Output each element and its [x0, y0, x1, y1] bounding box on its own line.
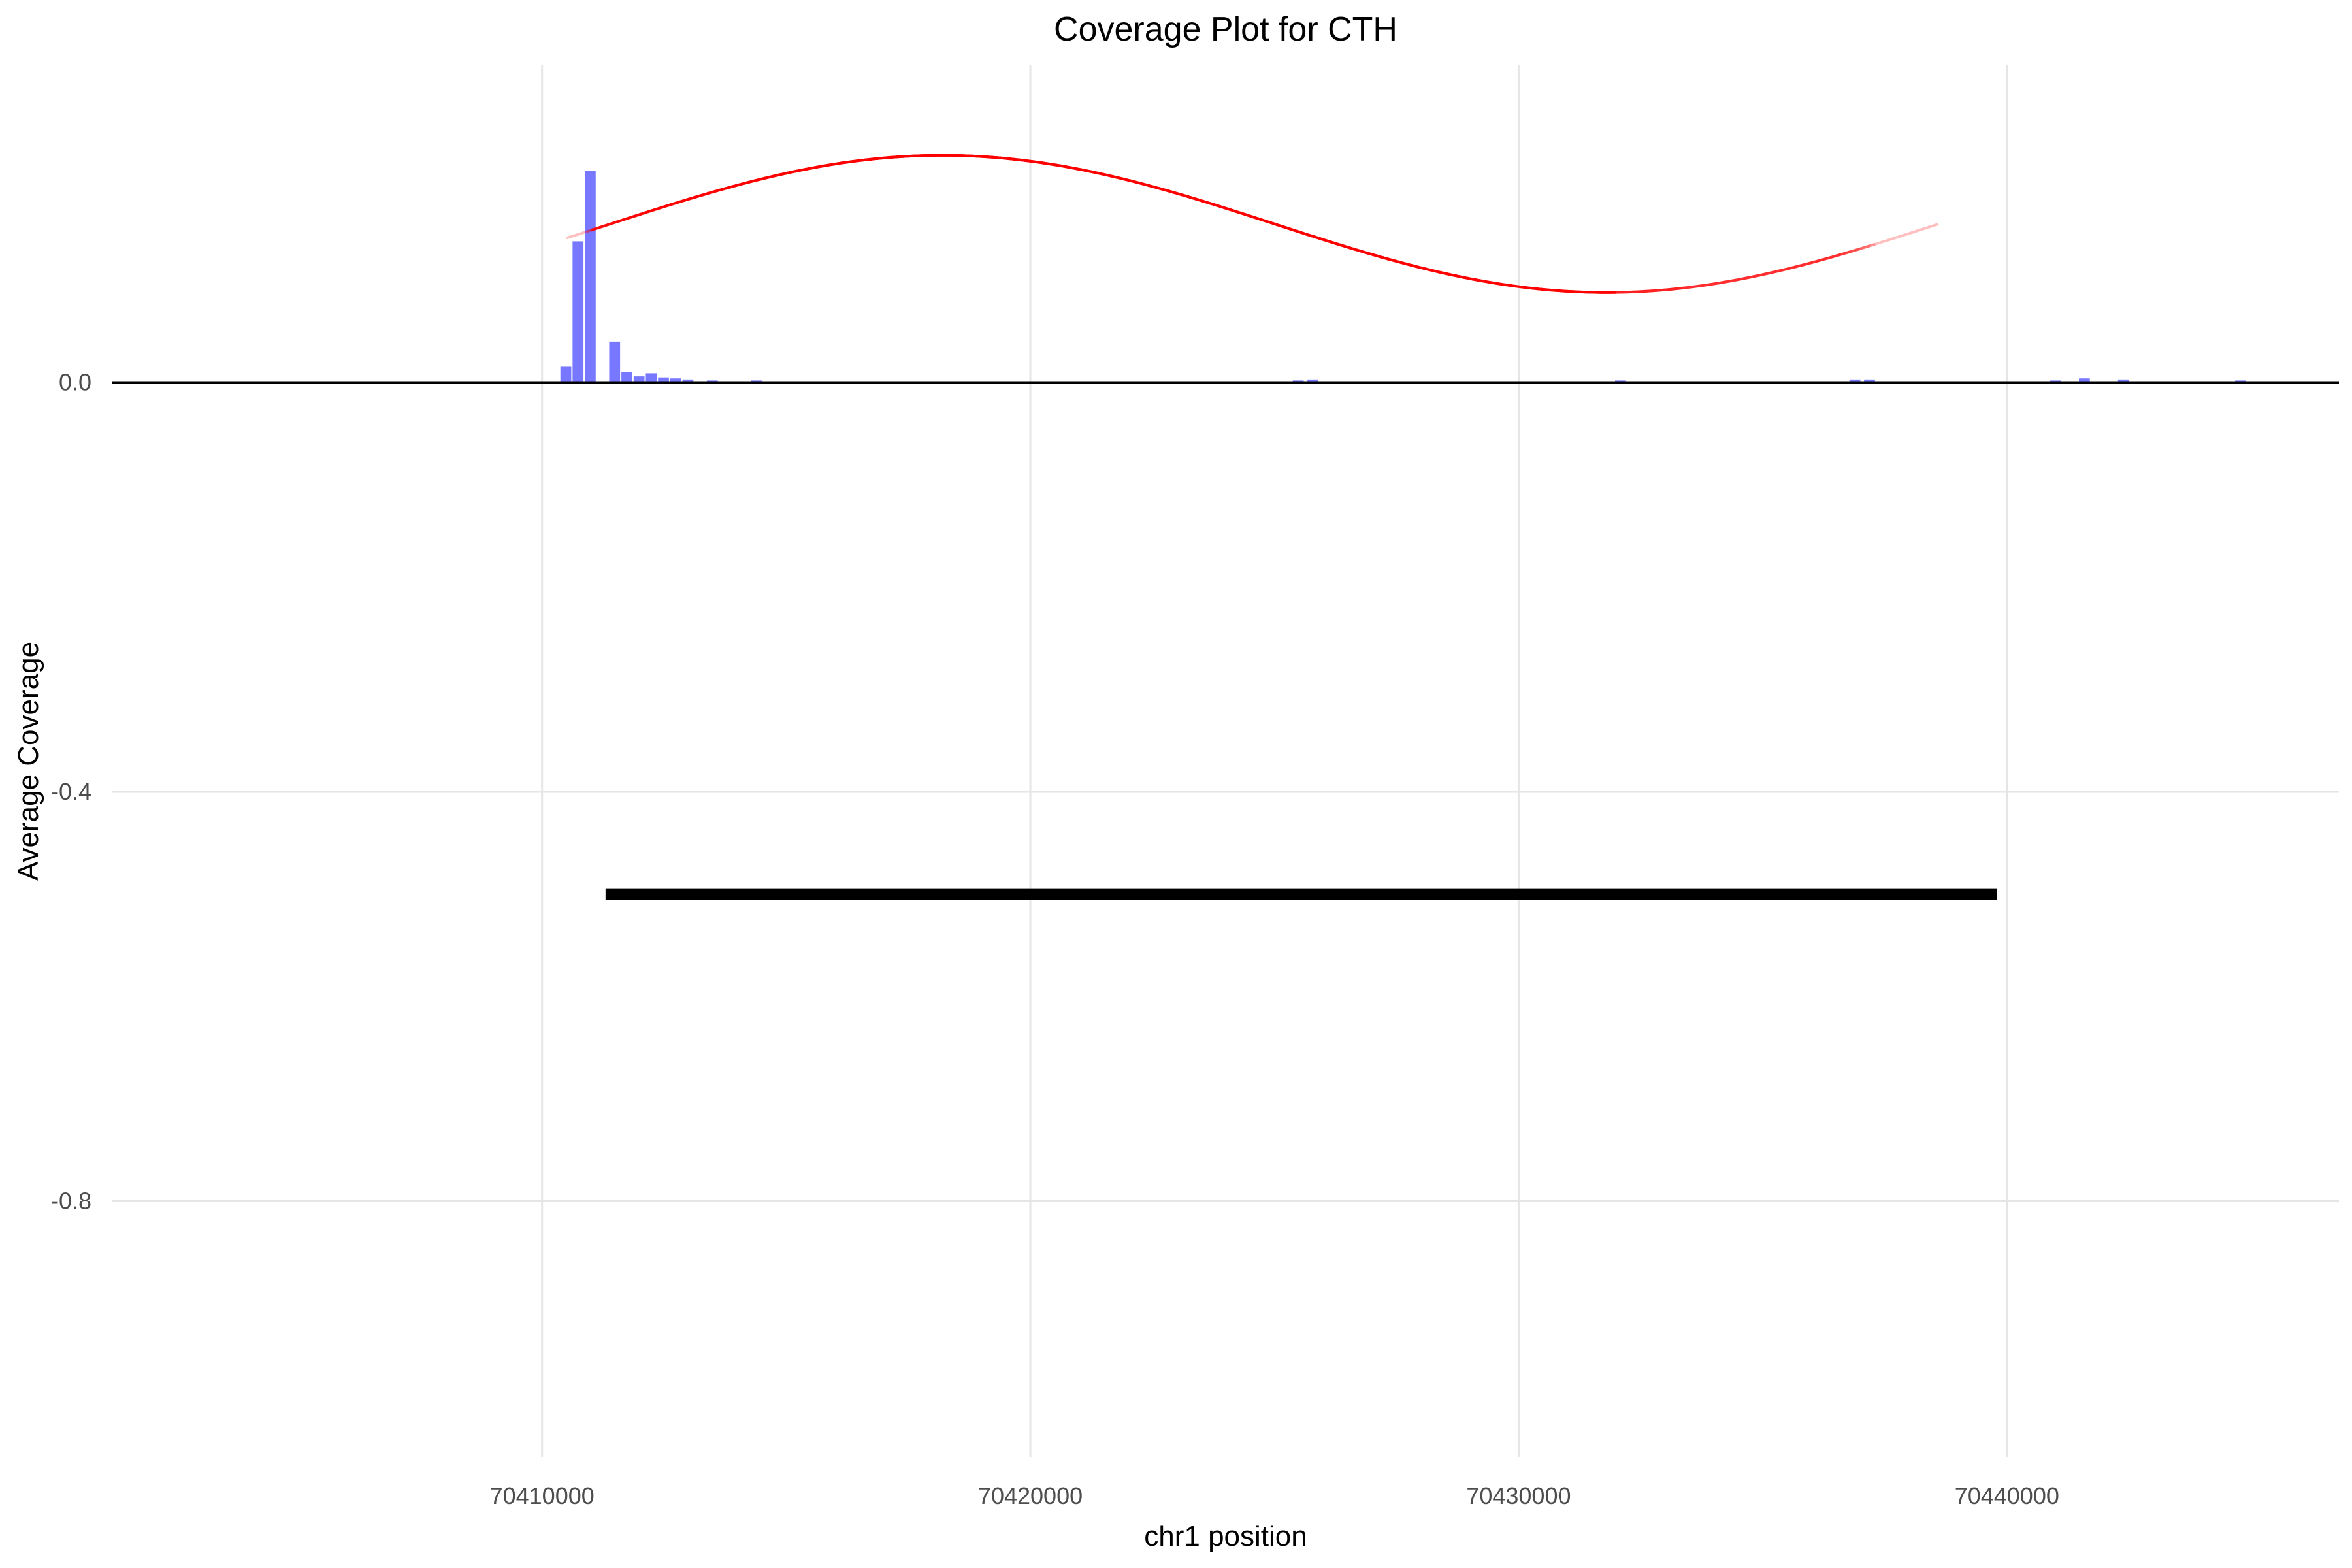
- coverage-bar: [645, 373, 657, 383]
- chart-title: Coverage Plot for CTH: [1054, 10, 1397, 48]
- coverage-bar: [670, 378, 681, 383]
- x-axis-ticks: 70410000 70420000 70430000 70440000: [490, 1482, 2059, 1509]
- coverage-bar: [609, 341, 621, 383]
- junction-arc: [600, 154, 1471, 280]
- coverage-bar: [2117, 379, 2129, 383]
- junction-arc: [590, 154, 1616, 294]
- junction-arc: [649, 154, 1861, 294]
- junction-arc: [615, 154, 1685, 294]
- coverage-bar: [560, 366, 572, 383]
- coverage-bar: [1307, 379, 1318, 383]
- coverage-bars: [311, 171, 2246, 383]
- coverage-bar: [585, 171, 596, 383]
- grid-lines: [112, 65, 2339, 1457]
- junction-arc: [585, 154, 1412, 267]
- x-tick-label: 70430000: [1466, 1482, 1571, 1509]
- junction-arc: [629, 154, 1842, 294]
- y-axis-ticks: 0.0 -0.4 -0.8: [51, 369, 91, 1215]
- coverage-bar: [621, 372, 632, 383]
- coverage-bar: [633, 376, 645, 383]
- coverage-bar: [658, 377, 669, 383]
- coverage-bar: [2079, 378, 2090, 383]
- y-axis-title: Average Coverage: [12, 642, 44, 881]
- y-tick-label: 0.0: [59, 369, 91, 396]
- coverage-bar: [572, 241, 584, 383]
- x-tick-label: 70440000: [1955, 1482, 2059, 1509]
- junction-arcs: [566, 154, 1939, 294]
- x-tick-label: 70420000: [978, 1482, 1083, 1509]
- junction-arc: [693, 154, 1871, 294]
- junction-arc: [722, 154, 1939, 294]
- x-tick-label: 70410000: [490, 1482, 595, 1509]
- coverage-bar: [1849, 379, 1861, 383]
- x-axis-title: chr1 position: [1144, 1520, 1307, 1552]
- y-tick-label: -0.8: [51, 1187, 91, 1214]
- coverage-bar: [1864, 379, 1875, 383]
- junction-arc: [757, 154, 1876, 294]
- coverage-bar: [682, 379, 694, 383]
- junction-arc: [566, 154, 1431, 272]
- y-tick-label: -0.4: [51, 778, 91, 805]
- junction-arc: [673, 154, 1852, 294]
